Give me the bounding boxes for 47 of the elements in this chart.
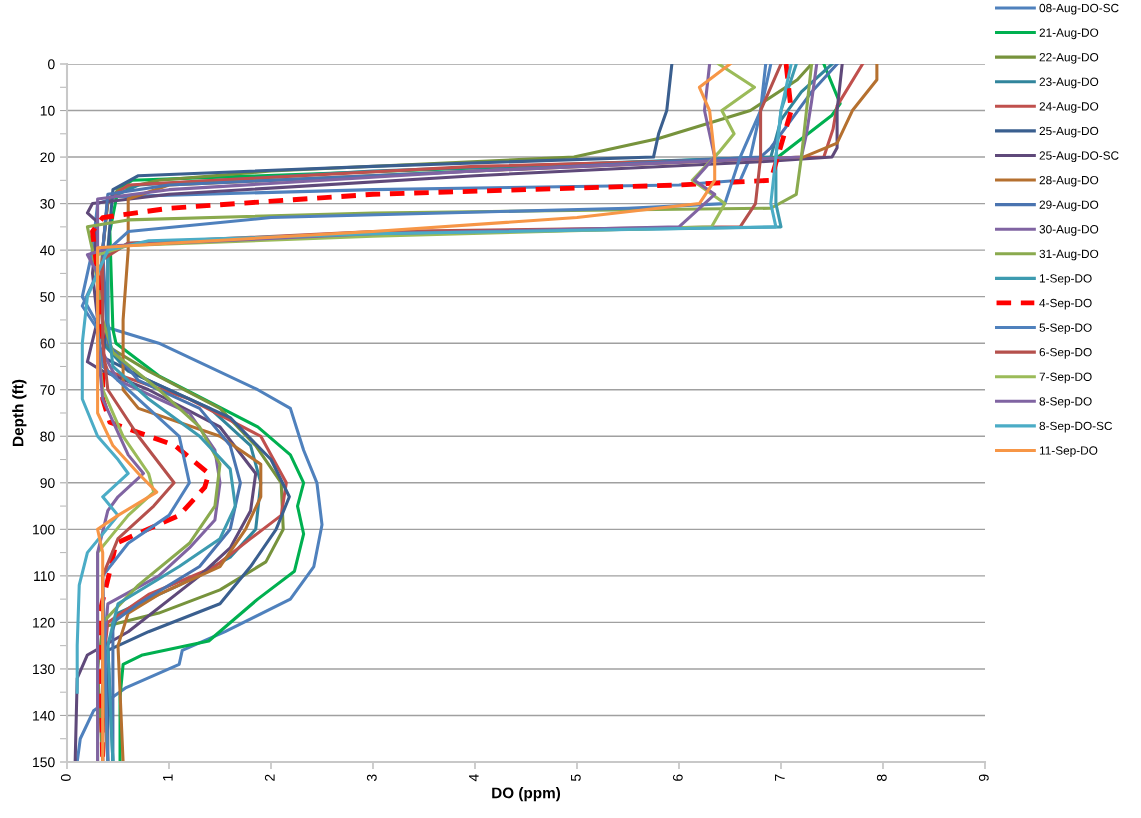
legend-label: 4-Sep-DO [1039,298,1092,310]
legend-label: 30-Aug-DO [1039,225,1099,236]
x-tick-label: 3 [366,774,377,781]
x-tick-label: 7 [775,774,785,781]
y-tick-label: 150 [33,757,55,768]
x-tick-label: 4 [469,774,479,782]
legend-label: 7-Sep-DO [1039,372,1092,384]
legend-label: 25-Aug-DO [1039,126,1099,138]
y-tick-label: 70 [40,385,55,395]
y-tick-label: 110 [34,571,55,582]
legend-label: 31-Aug-DO [1039,249,1099,261]
legend-label: 08-Aug-DO-SC [1039,3,1119,15]
y-tick-label: 0 [48,59,55,70]
x-axis-title: DO (ppm) [492,787,561,802]
legend-label: 23-Aug-DO [1039,77,1099,89]
legend-label: 21-Aug-DO [1039,28,1099,40]
legend-label: 24-Aug-DO [1039,102,1099,113]
y-axis-title: Depth (ft) [12,379,27,446]
legend-label: 8-Sep-DO-SC [1039,421,1113,433]
x-tick-label: 2 [264,774,275,781]
legend-label: 22-Aug-DO [1039,53,1099,64]
x-tick-label: 1 [163,774,173,781]
legend-label: 11-Sep-DO [1039,446,1098,458]
y-tick-label: 140 [33,710,55,721]
y-tick-label: 120 [33,617,55,628]
y-tick-label: 10 [40,105,55,116]
legend-label: 29-Aug-DO [1039,200,1099,212]
y-tick-label: 50 [40,292,55,302]
x-tick-label: 0 [60,774,71,781]
x-tick-label: 9 [978,774,989,781]
y-tick-label: 30 [40,198,55,209]
legend-label: 5-Sep-DO [1039,323,1092,335]
legend-label: 6-Sep-DO [1039,347,1092,359]
x-tick-label: 8 [876,774,887,781]
y-tick-label: 20 [40,152,55,163]
legend-label: 1-Sep-DO [1039,274,1092,285]
y-tick-label: 60 [40,338,55,349]
y-tick-label: 100 [33,524,55,535]
y-tick-label: 90 [40,478,55,488]
y-tick-label: 130 [33,664,55,675]
legend-label: 25-Aug-DO-SC [1039,151,1119,163]
y-tick-label: 40 [40,245,55,256]
x-tick-label: 6 [672,774,683,781]
y-tick-label: 80 [40,431,55,442]
x-tick-label: 5 [571,774,581,781]
legend-label: 28-Aug-DO [1039,175,1099,187]
legend-label: 8-Sep-DO [1039,397,1092,408]
